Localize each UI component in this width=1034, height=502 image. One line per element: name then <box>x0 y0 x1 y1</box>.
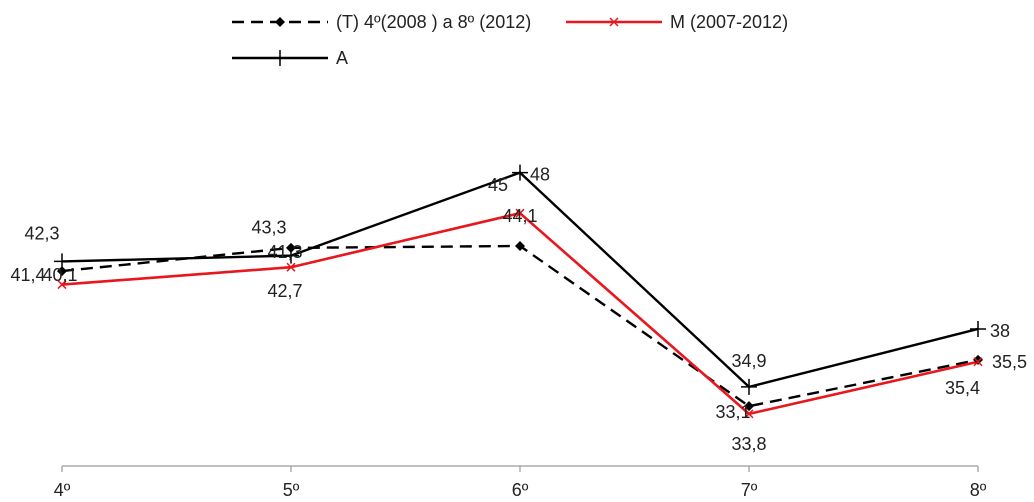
data-label: 43,3 <box>251 218 286 238</box>
series-line-2 <box>62 173 978 387</box>
data-label: 41,4 <box>10 265 45 285</box>
legend: (T) 4º(2008 ) a 8º (2012) M (2007-2012) A <box>232 12 788 68</box>
data-label: 41,3 <box>267 242 302 262</box>
x-tick-label: 5º <box>283 480 300 500</box>
data-label: 35,4 <box>945 378 980 398</box>
series-markers <box>54 165 986 418</box>
legend-label: (T) 4º(2008 ) a 8º (2012) <box>336 12 531 32</box>
data-label: 42,7 <box>267 281 302 301</box>
data-label: 45 <box>488 175 508 195</box>
series-line-0 <box>62 246 978 406</box>
data-label: 42,3 <box>24 223 59 243</box>
data-labels: 40,1 41,3 33,1 35,5 42,7 45 33,8 35,4 42,3 43,3 48… <box>10 165 1027 454</box>
x-axis: 4º 5º 6º 7º 8º <box>54 466 987 500</box>
data-label: 33,1 <box>715 402 750 422</box>
data-label: 33,8 <box>731 434 766 454</box>
data-label: 34,9 <box>731 351 766 371</box>
diamond-marker <box>275 17 285 27</box>
data-label: 40,1 <box>42 265 77 285</box>
data-label: 44,1 <box>502 206 537 226</box>
plus-marker <box>272 50 288 66</box>
x-tick-label: 8º <box>970 480 987 500</box>
data-label: 35,5 <box>992 352 1027 372</box>
legend-label: A <box>336 48 348 68</box>
x-tick-label: 6º <box>512 480 529 500</box>
plus-marker <box>970 321 986 337</box>
data-label: 38 <box>990 321 1010 341</box>
legend-label: M (2007-2012) <box>670 12 788 32</box>
x-tick-label: 7º <box>741 480 758 500</box>
x-tick-label: 4º <box>54 480 71 500</box>
data-label: 48 <box>530 165 550 185</box>
